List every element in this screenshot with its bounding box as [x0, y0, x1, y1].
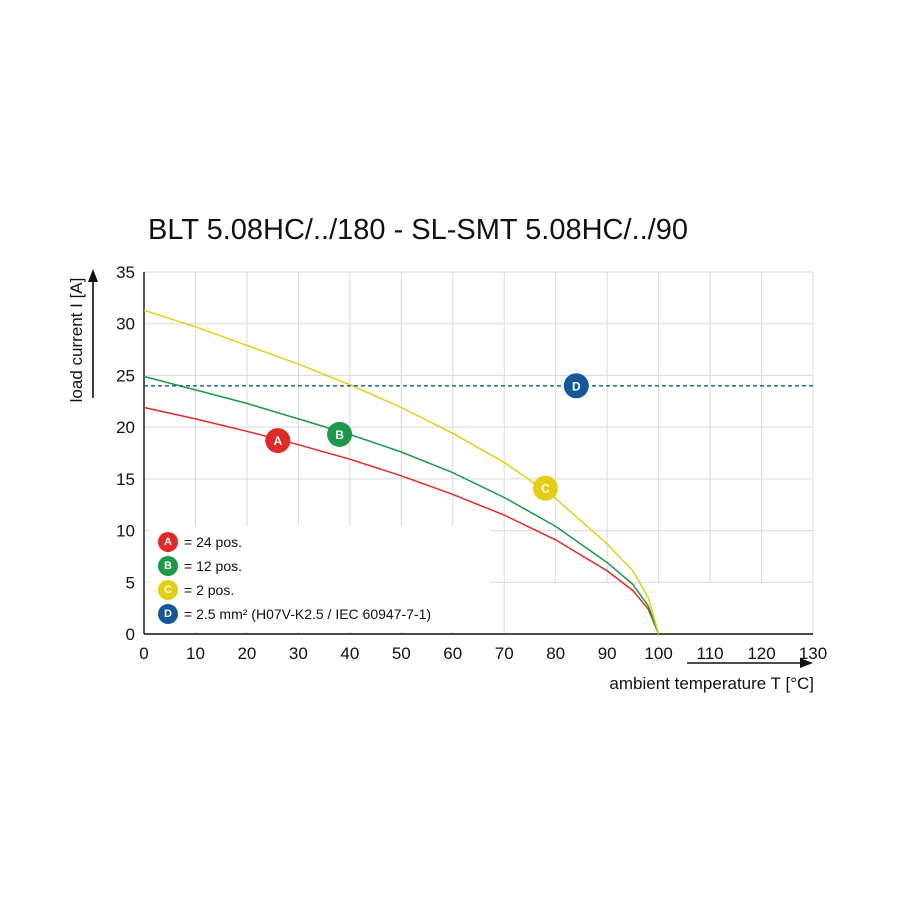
- series-line-a: [143, 406, 660, 635]
- legend-item-d: D = 2.5 mm² (H07V-K2.5 / IEC 60947-7-1): [158, 602, 431, 626]
- legend-marker-d: D: [158, 604, 178, 624]
- legend-item-c: C = 2 pos.: [158, 578, 431, 602]
- series-marker-a: A: [265, 428, 291, 454]
- series-marker-d: D: [563, 373, 589, 399]
- y-tick-label: 35: [116, 263, 135, 282]
- legend-item-b: B = 12 pos.: [158, 554, 431, 578]
- series-marker-letter: B: [335, 428, 344, 442]
- x-tick-label: 50: [392, 644, 411, 663]
- x-tick-label: 30: [289, 644, 308, 663]
- legend-label-b: = 12 pos.: [184, 558, 242, 574]
- series-markers: A B C D: [265, 373, 589, 501]
- series-marker-circle: [265, 428, 291, 454]
- y-tick-label: 30: [116, 315, 135, 334]
- series-marker-letter: A: [273, 434, 282, 448]
- legend-background: [150, 526, 490, 632]
- x-tick-label: 40: [340, 644, 359, 663]
- x-tick-label: 120: [747, 644, 775, 663]
- series-marker-circle: [327, 421, 353, 447]
- x-tick-label: 70: [495, 644, 514, 663]
- y-tick-label: 5: [126, 573, 135, 592]
- series-marker-circle: [563, 373, 589, 399]
- x-axis-label: ambient temperature T [°C]: [609, 674, 814, 693]
- y-tick-label: 25: [116, 366, 135, 385]
- x-tick-label: 100: [644, 644, 672, 663]
- legend-label-a: = 24 pos.: [184, 534, 242, 550]
- x-tick-label: 80: [546, 644, 565, 663]
- chart-title: BLT 5.08HC/../180 - SL-SMT 5.08HC/../90: [148, 214, 688, 246]
- legend-item-a: A = 24 pos.: [158, 530, 431, 554]
- x-tick-label: 10: [186, 644, 205, 663]
- y-tick-label: 10: [116, 522, 135, 541]
- series-marker-letter: D: [572, 379, 581, 393]
- series-marker-c: C: [532, 475, 558, 501]
- series-marker-b: B: [327, 421, 353, 447]
- legend-label-d: = 2.5 mm² (H07V-K2.5 / IEC 60947-7-1): [184, 606, 432, 622]
- x-tick-label: 0: [139, 644, 148, 663]
- x-tick-label: 60: [443, 644, 462, 663]
- series-marker-letter: C: [541, 482, 550, 496]
- legend: A = 24 pos. B = 12 pos. C = 2 pos. D = 2…: [158, 530, 431, 626]
- x-tick-label: 20: [237, 644, 256, 663]
- series-marker-circle: [532, 475, 558, 501]
- axes: [88, 269, 813, 668]
- x-tick-label: 130: [799, 644, 827, 663]
- tick-labels: 0 10 20 30 40 50 60 70 80 90 100 110 120 130 0 5 10 15 20 2…: [116, 263, 827, 663]
- y-tick-label: 15: [116, 470, 135, 489]
- series-line-b: [143, 375, 660, 635]
- legend-label-c: = 2 pos.: [184, 582, 235, 598]
- y-tick-label: 20: [116, 418, 135, 437]
- legend-marker-a: A: [158, 532, 178, 552]
- x-tick-label: 110: [697, 644, 724, 663]
- series-line-c: [143, 309, 660, 635]
- series-lines: [143, 309, 813, 635]
- y-axis-label: load current I [A]: [67, 277, 86, 403]
- y-axis-arrowhead: [88, 269, 98, 282]
- y-tick-label: 0: [126, 625, 135, 644]
- grid: [144, 271, 814, 634]
- x-tick-label: 90: [598, 644, 617, 663]
- x-axis-arrowhead: [800, 658, 813, 668]
- legend-marker-b: B: [158, 556, 178, 576]
- legend-marker-c: C: [158, 580, 178, 600]
- plot-cutout: [516, 583, 812, 633]
